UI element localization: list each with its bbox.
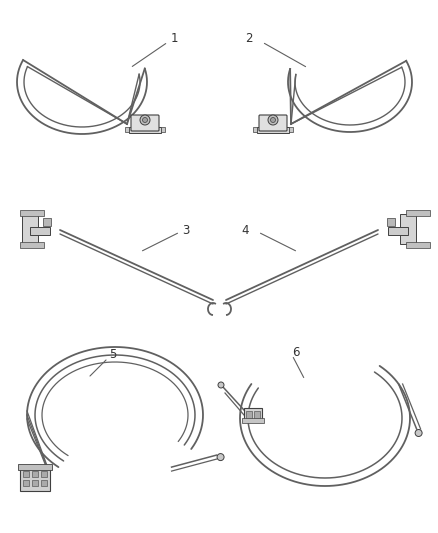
- Bar: [406, 242, 430, 248]
- Bar: [406, 210, 430, 216]
- Text: 2: 2: [245, 33, 252, 45]
- Circle shape: [271, 117, 276, 123]
- Text: 1: 1: [171, 33, 179, 45]
- FancyBboxPatch shape: [259, 115, 287, 131]
- Bar: [23, 480, 29, 486]
- FancyBboxPatch shape: [131, 115, 159, 131]
- Bar: [41, 471, 47, 477]
- Circle shape: [218, 382, 224, 388]
- Text: 5: 5: [109, 349, 117, 361]
- Bar: [257, 127, 289, 133]
- Text: 6: 6: [292, 345, 300, 359]
- Circle shape: [140, 115, 150, 125]
- Bar: [22, 214, 38, 244]
- Bar: [242, 418, 264, 423]
- Bar: [388, 227, 408, 235]
- Bar: [400, 214, 416, 244]
- Bar: [30, 227, 50, 235]
- Bar: [244, 408, 262, 422]
- Bar: [387, 218, 395, 226]
- Bar: [32, 480, 38, 486]
- Bar: [129, 127, 161, 133]
- Bar: [23, 471, 29, 477]
- Text: 3: 3: [182, 223, 189, 237]
- Bar: [18, 464, 52, 470]
- Bar: [125, 127, 129, 132]
- Bar: [254, 411, 260, 418]
- Circle shape: [415, 430, 422, 437]
- Circle shape: [268, 115, 278, 125]
- Bar: [20, 210, 44, 216]
- Bar: [246, 411, 252, 418]
- Bar: [253, 127, 257, 132]
- Bar: [20, 469, 50, 491]
- Bar: [20, 242, 44, 248]
- Bar: [41, 480, 47, 486]
- Bar: [161, 127, 165, 132]
- Bar: [289, 127, 293, 132]
- Bar: [32, 471, 38, 477]
- Circle shape: [142, 117, 148, 123]
- Circle shape: [217, 454, 224, 461]
- Text: 4: 4: [241, 223, 248, 237]
- Bar: [43, 218, 51, 226]
